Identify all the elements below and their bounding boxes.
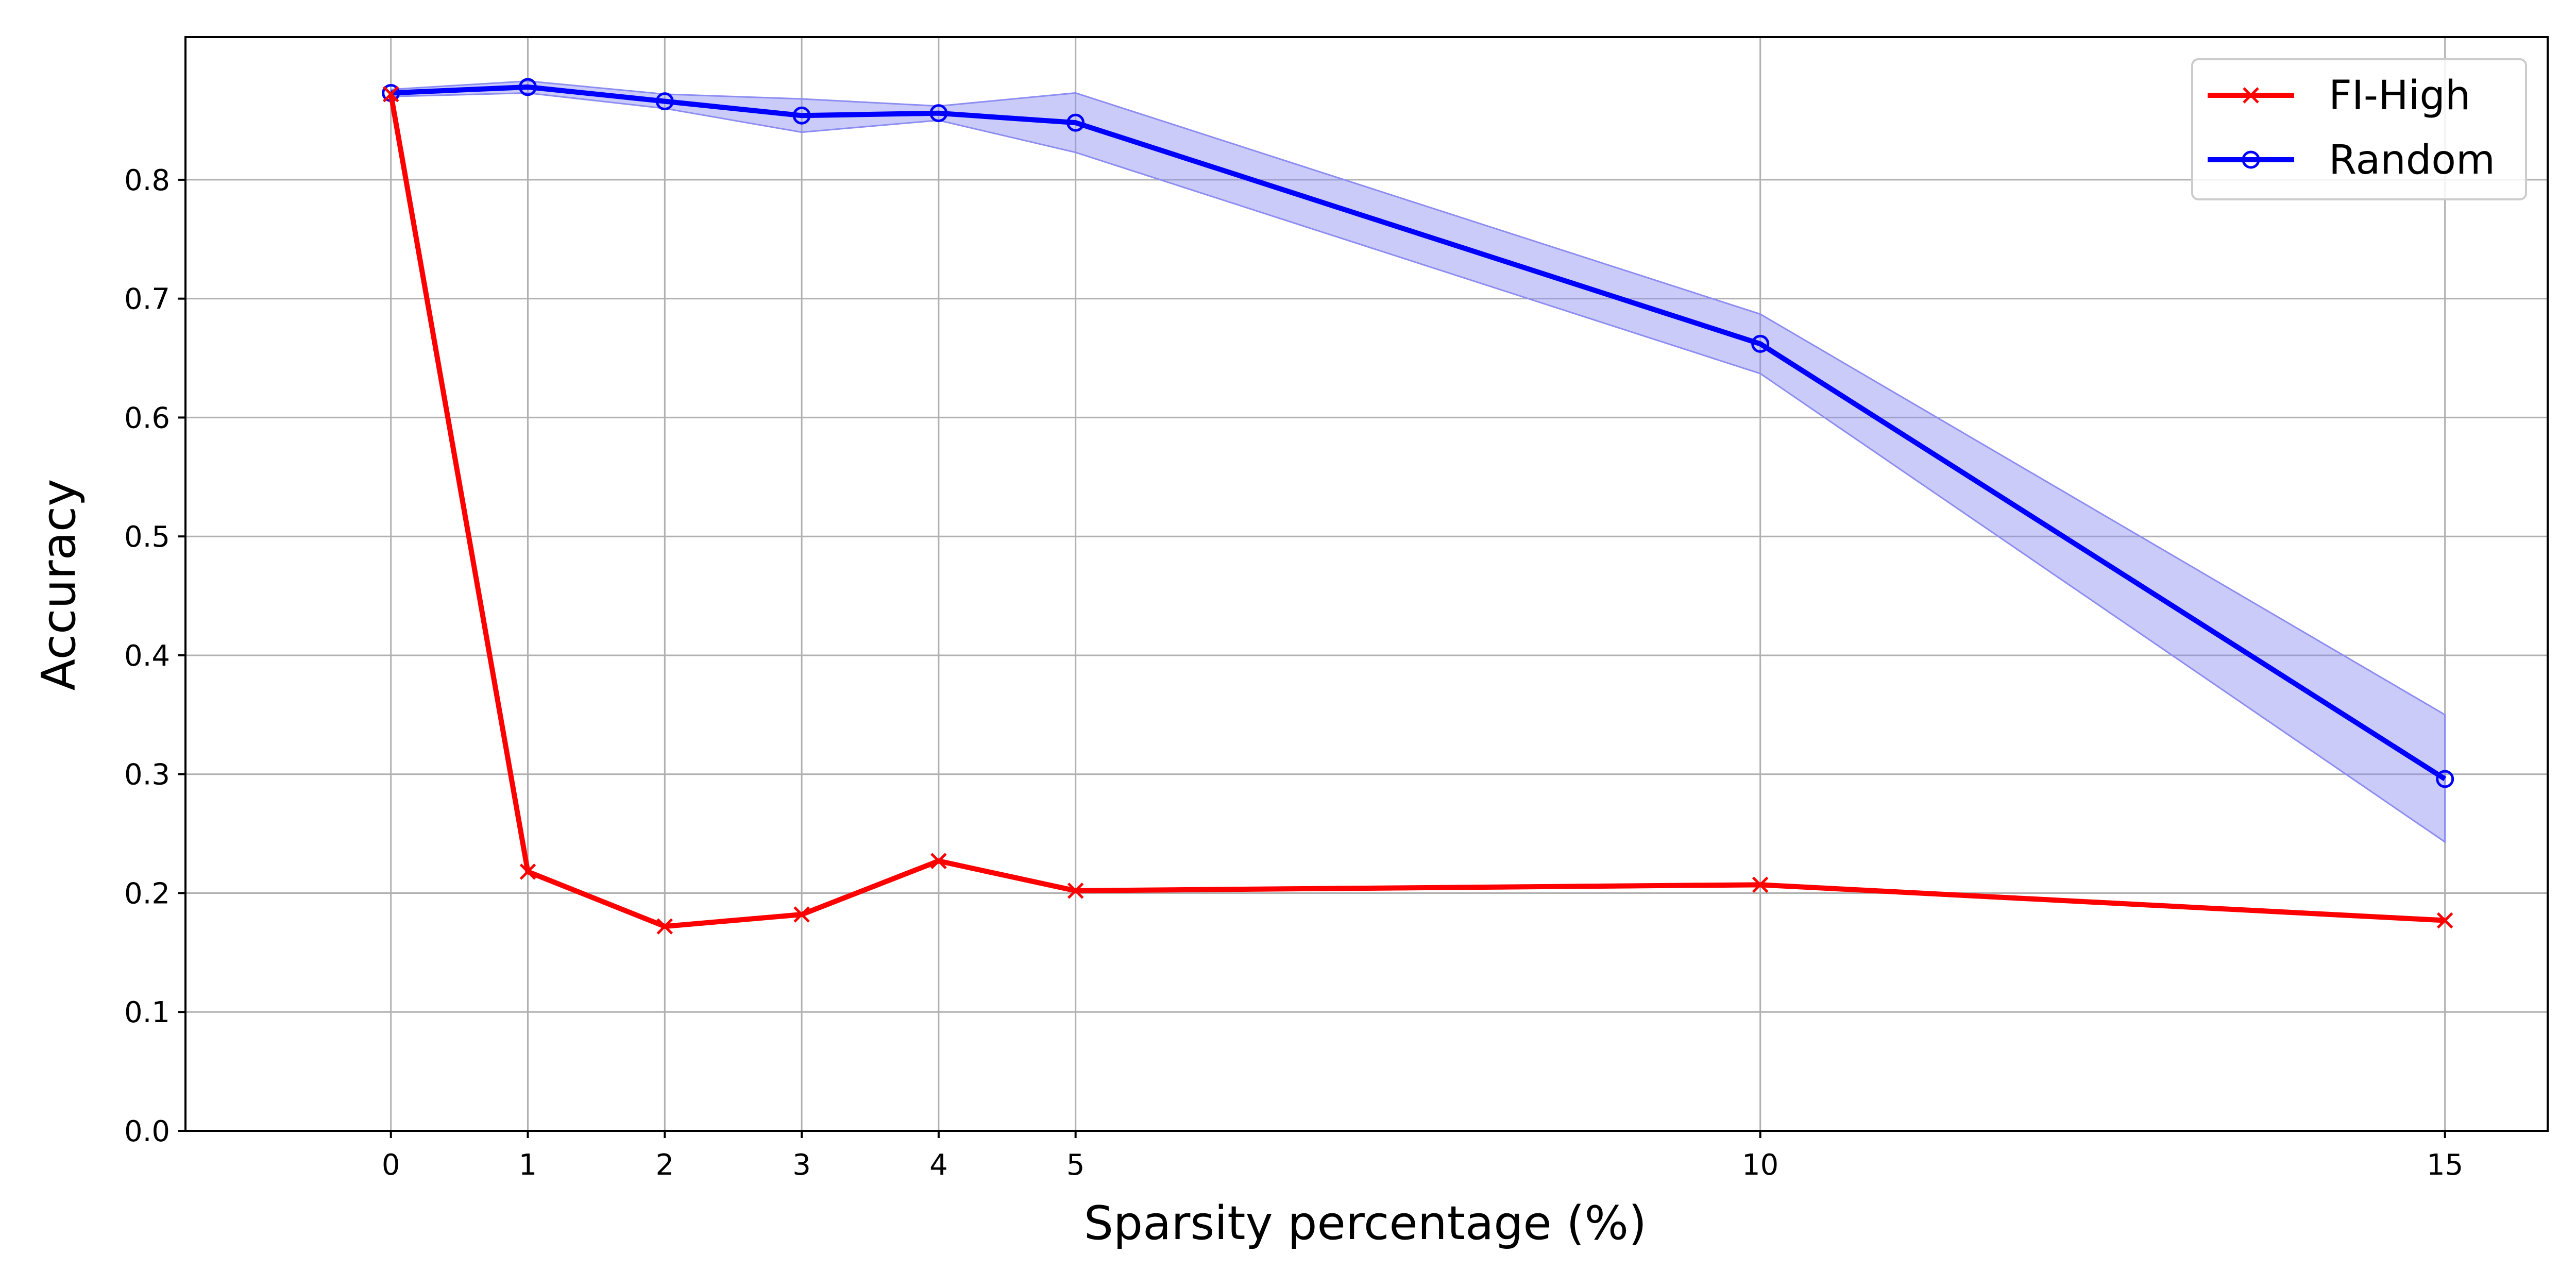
series-line-random xyxy=(391,84,2447,782)
data-point-fi-high xyxy=(1752,876,1769,893)
data-point-fi-high xyxy=(793,906,810,923)
x-axis-title: Sparsity percentage (%) xyxy=(1084,1196,1647,1250)
data-point-random xyxy=(1066,113,1085,132)
x-tick-label: 3 xyxy=(792,1148,811,1182)
y-axis-title: Accuracy xyxy=(32,479,86,691)
x-tick-label: 0 xyxy=(382,1148,400,1182)
x-tick-label: 2 xyxy=(655,1148,674,1182)
legend-label: Random xyxy=(2329,137,2495,183)
confidence-bands xyxy=(390,80,2446,844)
series-line-fi-high xyxy=(388,93,2445,929)
data-point-fi-high xyxy=(1067,883,1084,899)
x-tick-label: 1 xyxy=(519,1148,537,1182)
confidence-band-random xyxy=(390,80,2446,844)
data-point-fi-high xyxy=(519,863,536,880)
data-point-random xyxy=(792,106,811,125)
data-point-random xyxy=(2436,770,2454,788)
data-point-fi-high xyxy=(930,853,947,869)
x-tick-label: 10 xyxy=(1742,1148,1778,1182)
y-tick-label: 0.0 xyxy=(124,1115,170,1148)
legend-label: FI-High xyxy=(2329,73,2470,119)
data-point-fi-high xyxy=(2436,912,2453,929)
x-tick-label: 15 xyxy=(2427,1148,2463,1182)
y-tick-label: 0.2 xyxy=(124,877,170,910)
data-point-random xyxy=(1751,334,1770,353)
plot-frame xyxy=(184,36,2549,1132)
y-tick-label: 0.1 xyxy=(124,996,170,1029)
y-tick-label: 0.4 xyxy=(124,639,170,673)
data-point-random xyxy=(518,78,537,96)
legend: FI-High Random xyxy=(2191,58,2527,200)
data-point-fi-high xyxy=(382,86,399,103)
data-point-random xyxy=(929,104,948,123)
y-tick-label: 0.5 xyxy=(124,520,170,554)
y-tick-label: 0.3 xyxy=(124,758,170,792)
data-point-fi-high xyxy=(656,918,673,935)
legend-marker-random xyxy=(2242,150,2260,169)
axis-ticks: 0 1 2 3 4 5 10 15 0.0 0.1 0.2 0.3 0.4 0.5 0.6 0.7 0.8 xyxy=(124,164,2463,1182)
legend-marker-fi-high xyxy=(2243,87,2259,104)
series-lines xyxy=(382,78,2454,935)
x-tick-label: 5 xyxy=(1066,1148,1085,1182)
y-tick-label: 0.6 xyxy=(124,401,170,435)
y-tick-label: 0.8 xyxy=(124,164,170,197)
x-tick-label: 4 xyxy=(929,1148,948,1182)
data-point-random xyxy=(655,92,674,111)
y-tick-label: 0.7 xyxy=(124,283,170,316)
